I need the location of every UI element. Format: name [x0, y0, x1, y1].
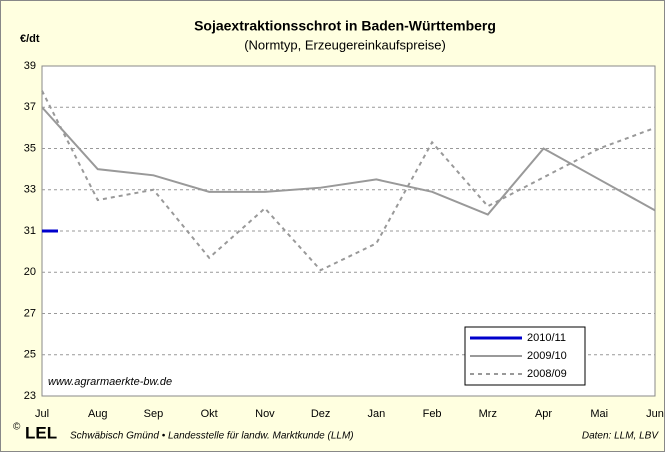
x-tick-label: Okt [201, 408, 218, 420]
x-tick-label: Aug [88, 408, 108, 420]
x-tick-label: Dez [311, 408, 331, 420]
y-tick-label: 37 [24, 101, 36, 113]
x-tick-label: Nov [255, 408, 275, 420]
x-tick-label: Feb [423, 408, 442, 420]
x-tick-label: Jul [35, 408, 49, 420]
logo-mark: © [13, 422, 21, 433]
series-line [41, 90, 656, 272]
x-tick-label: Sep [144, 408, 164, 420]
y-tick-label: 31 [24, 225, 36, 237]
x-tick-label: Apr [535, 408, 552, 420]
logo: LEL [25, 423, 57, 442]
legend-label: 2010/11 [527, 332, 566, 344]
y-tick-label: 20 [24, 266, 36, 278]
y-tick-label: 25 [24, 349, 36, 361]
y-tick-label: 35 [24, 142, 36, 154]
x-tick-label: Mai [590, 408, 608, 420]
x-tick-label: Mrz [479, 408, 497, 420]
y-tick-label: 27 [24, 307, 36, 319]
x-tick-label: Jun [646, 408, 664, 420]
legend-label: 2009/10 [527, 350, 567, 362]
chart-subtitle: (Normtyp, Erzeugereinkaufspreise) [244, 37, 446, 52]
y-tick-label: 23 [24, 390, 36, 402]
series-line [41, 106, 656, 216]
footer-right: Daten: LLM, LBV [582, 431, 659, 442]
chart-title: Sojaextraktionsschrot in Baden-Württembe… [194, 18, 496, 34]
legend-label: 2008/09 [527, 368, 567, 380]
y-axis-label: €/dt [20, 33, 40, 45]
x-tick-label: Jan [367, 408, 385, 420]
y-tick-label: 39 [24, 60, 36, 72]
footer-left: Schwäbisch Gmünd • Landesstelle für land… [70, 431, 354, 442]
y-tick-label: 33 [24, 184, 36, 196]
source: www.agrarmaerkte-bw.de [48, 376, 172, 388]
